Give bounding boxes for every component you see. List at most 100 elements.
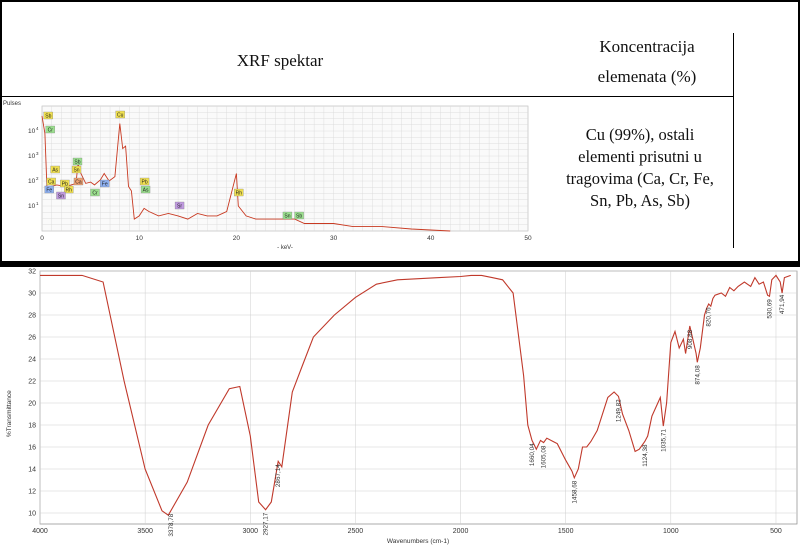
xrf-element-tag-text: Fe xyxy=(102,182,108,188)
xrf-element-tag-text: Sb xyxy=(45,114,51,120)
ftir-y-tick-label: 24 xyxy=(28,357,36,364)
xrf-grid xyxy=(41,105,529,232)
xrf-element-tag xyxy=(44,185,54,194)
ftir-y-tick-label: 22 xyxy=(28,379,36,386)
xrf-element-tag xyxy=(174,201,185,210)
ftir-peak-label: 1249,82 xyxy=(616,399,623,422)
ftir-x-tick-label: 3000 xyxy=(242,528,258,535)
xrf-element-tag-text: As xyxy=(143,188,149,194)
concentration-values: Cu (99%), ostali elementi prisutni u tra… xyxy=(550,124,730,212)
xrf-element-tag-text: Rh xyxy=(66,188,73,194)
section-separator xyxy=(0,261,800,267)
xrf-table-frame xyxy=(0,0,800,262)
ftir-y-ticks: 10 12 14 16 18 20 22 24 26 28 30 32 xyxy=(28,269,36,518)
xrf-element-tag xyxy=(140,185,151,194)
ftir-peak-label: 3378,78 xyxy=(168,513,175,536)
concentration-header-line2: elemenata (%) xyxy=(597,67,697,86)
xrf-spectrum-line xyxy=(41,115,451,232)
xrf-spectrum-header: XRF spektar xyxy=(236,51,324,70)
table-vertical-divider xyxy=(733,33,734,248)
xrf-element-tag-text: Sb xyxy=(74,160,80,166)
xrf-element-tag xyxy=(56,191,66,200)
ftir-y-tick-label: 26 xyxy=(28,335,36,342)
ftir-x-tick-label: 500 xyxy=(770,528,782,535)
ftir-y-tick-label: 14 xyxy=(28,467,36,474)
ftir-peak-label: 2927,17 xyxy=(263,512,270,535)
xrf-y-tick-label: 10 xyxy=(28,153,36,160)
ftir-peak-label: 874,08 xyxy=(694,365,701,385)
xrf-element-tag xyxy=(282,211,293,220)
xrf-element-tag xyxy=(64,185,74,194)
concentration-line: Cu (99%), ostali xyxy=(585,125,695,144)
xrf-element-tag xyxy=(90,188,100,197)
xrf-y-tick-exponent: 1 xyxy=(36,201,39,206)
xrf-element-tag xyxy=(46,177,56,186)
ftir-chart: %Transmittance 101214161820222426283032 … xyxy=(6,269,798,545)
ftir-x-tick-label: 2500 xyxy=(348,528,364,535)
ftir-y-tick-label: 32 xyxy=(28,269,36,276)
ftir-peak-label: 1605,08 xyxy=(541,445,548,468)
xrf-element-tag-text: Ca xyxy=(75,180,82,186)
ftir-peak-label: 1458,68 xyxy=(571,480,578,503)
xrf-ylabel: Pulses xyxy=(3,101,21,107)
ftir-grid xyxy=(39,270,798,525)
xrf-element-tag-text: Cr xyxy=(48,128,54,134)
xrf-y-tick-exponent: 4 xyxy=(36,126,39,131)
ftir-peak-label: 530,69 xyxy=(767,299,774,319)
ftir-y-tick-label: 30 xyxy=(28,291,36,298)
ftir-x-tick-label: 1500 xyxy=(558,528,574,535)
xrf-element-tag xyxy=(50,165,60,174)
xrf-element-tag-text: Rh xyxy=(236,191,243,197)
ftir-ylabel: %Transmittance xyxy=(6,390,13,437)
ftir-peak-label: 471,94 xyxy=(779,294,786,314)
ftir-x-tick-label: 2000 xyxy=(453,528,469,535)
ftir-y-tick-label: 12 xyxy=(28,489,36,496)
xrf-xlabel: - keV- xyxy=(277,245,293,251)
xrf-element-tag-text: Sn xyxy=(73,168,79,174)
ftir-peak-labels: 3378,78 2927,17 2867,14 1660,04 1605,08 1458,… xyxy=(168,294,786,536)
ftir-x-tick-label: 1000 xyxy=(663,528,679,535)
xrf-element-tag xyxy=(115,110,125,119)
xrf-element-tag-text: Ca xyxy=(48,180,55,186)
xrf-element-tag xyxy=(71,165,82,174)
ftir-peak-label: 2867,14 xyxy=(275,464,282,487)
xrf-element-tag xyxy=(72,157,83,166)
xrf-x-tick-label: 20 xyxy=(233,235,241,242)
xrf-element-tag-text: Cu xyxy=(117,113,124,119)
ftir-plot-area xyxy=(39,270,798,525)
xrf-x-tick-label: 40 xyxy=(427,235,435,242)
xrf-element-tag xyxy=(73,177,84,186)
concentration-line: elementi prisutni u xyxy=(578,147,702,166)
concentration-line: Sn, Pb, As, Sb) xyxy=(590,191,690,210)
xrf-element-tag-text: Sb xyxy=(296,214,302,220)
ftir-peak-label: 908,88 xyxy=(687,329,694,349)
xrf-element-tag xyxy=(43,111,53,120)
xrf-y-tick-exponent: 2 xyxy=(36,176,39,181)
xrf-y-tick-label: 10 xyxy=(28,203,36,210)
ftir-peak-label: 1660,04 xyxy=(529,443,536,466)
concentration-header-line1: Koncentracija xyxy=(599,37,695,56)
xrf-element-tag-text: Sr xyxy=(177,204,182,210)
ftir-x-ticks: 4000 3500 3000 2500 2000 1500 1000 500 xyxy=(32,528,782,535)
ftir-y-tick-label: 20 xyxy=(28,401,36,408)
xrf-element-tag xyxy=(45,125,55,134)
xrf-element-tag xyxy=(294,211,304,220)
xrf-element-tag xyxy=(100,179,110,188)
xrf-x-tick-label: 30 xyxy=(330,235,338,242)
xrf-y-tick-label: 10 xyxy=(28,128,36,135)
xrf-x-tick-label: 50 xyxy=(524,235,532,242)
ftir-peak-label: 1035,71 xyxy=(660,429,667,452)
xrf-x-ticks: 0 10 20 30 40 50 xyxy=(40,235,532,242)
xrf-y-tick-label: 10 xyxy=(28,178,36,185)
xrf-element-tag-text: Cr xyxy=(92,191,98,197)
ftir-peak-label: 1124,38 xyxy=(642,444,649,467)
concentration-line: tragovima (Ca, Cr, Fe, xyxy=(566,169,714,188)
ftir-x-tick-label: 3500 xyxy=(137,528,153,535)
xrf-element-tag-text: Pb xyxy=(141,180,147,186)
ftir-x-tick-label: 4000 xyxy=(32,528,48,535)
xrf-x-tick-label: 0 xyxy=(40,235,44,242)
ftir-y-tick-label: 10 xyxy=(28,511,36,518)
